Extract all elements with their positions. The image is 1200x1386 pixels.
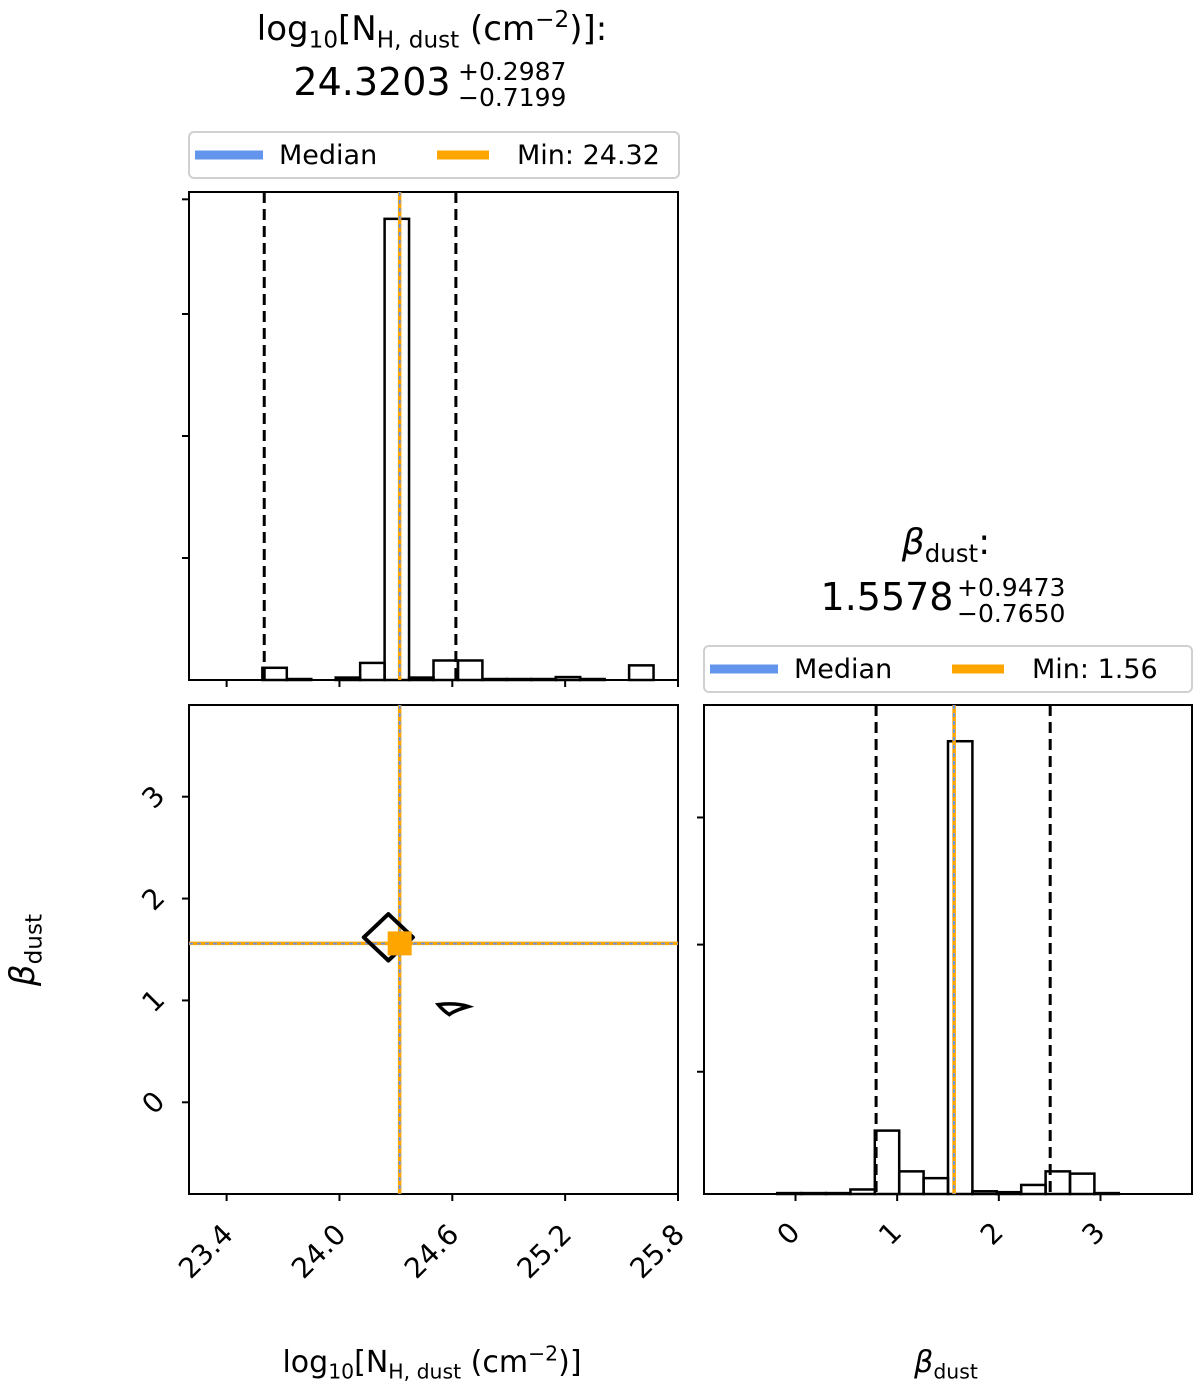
title-nh-sub2: H, dust xyxy=(377,27,460,53)
title-nh-value: 24.3203 xyxy=(293,60,450,104)
hist-beta-bar xyxy=(946,739,974,1196)
hist-beta-xtick-label: 3 xyxy=(1076,1216,1112,1252)
xlabel-nh-end: )] xyxy=(558,1345,581,1380)
legend-nh-min-label: Min: 24.32 xyxy=(517,140,660,171)
title-beta-err-plus: +0.9473 xyxy=(957,573,1065,602)
joint-min-marker xyxy=(387,931,412,956)
title-nh-sub1: 10 xyxy=(309,27,338,53)
title-beta-err-minus: −0.7650 xyxy=(957,599,1065,628)
joint-ytick-label: 1 xyxy=(135,983,171,1019)
legend-nh-median-label: Median xyxy=(279,140,377,171)
title-nh-mid: [N xyxy=(338,9,377,49)
title-nh-sup: −2 xyxy=(535,7,569,33)
title-nh-mid2: (cm xyxy=(459,9,535,49)
xlabel-beta: βdust xyxy=(913,1345,978,1384)
joint-xtick-label: 23.4 xyxy=(172,1218,239,1285)
ylabel-beta: βdust xyxy=(3,914,47,987)
title-nh-end: )] xyxy=(569,9,596,49)
title-nh-err-plus: +0.2987 xyxy=(458,57,566,86)
xlabel-beta-base: β xyxy=(913,1345,933,1380)
joint-ytick-label: 2 xyxy=(135,881,171,917)
joint-ytick-label: 0 xyxy=(135,1085,171,1121)
hist-beta-xtick-label: 0 xyxy=(771,1216,807,1252)
hist-beta-bar xyxy=(1093,1191,1121,1196)
xlabel-nh-mid2: (cm xyxy=(461,1345,528,1380)
xlabel-nh-sup: −2 xyxy=(528,1342,558,1366)
hist-beta-bar xyxy=(1068,1172,1096,1196)
hist-nh-bar xyxy=(554,675,582,682)
hist-beta-bar xyxy=(849,1188,877,1196)
hist-nh-bar xyxy=(456,659,484,682)
hist-beta-bar xyxy=(897,1170,925,1196)
hist-nh-bar xyxy=(383,217,411,682)
hist-nh-bar xyxy=(407,676,435,682)
title-beta-sub: dust xyxy=(925,539,979,568)
hist-nh-bar xyxy=(285,677,313,682)
joint-xtick-label: 25.2 xyxy=(511,1218,578,1285)
title-nh-base: log xyxy=(257,9,309,49)
hist-nh-bar xyxy=(627,664,655,682)
title-nh-err-minus: −0.7199 xyxy=(458,83,566,112)
legend-nh-box xyxy=(188,131,680,179)
hist-nh-bar xyxy=(481,677,509,682)
histogram-beta-panel xyxy=(697,704,1193,1201)
hist-beta-bar xyxy=(775,1191,803,1196)
legend-beta-min-label: Min: 1.56 xyxy=(1032,654,1158,685)
ylabel-beta-sub: dust xyxy=(21,914,47,964)
hist-beta-bar xyxy=(971,1190,999,1196)
title-beta: βdust: xyxy=(901,522,991,568)
joint-xtick-label: 25.8 xyxy=(624,1218,691,1285)
histogram-nh-panel xyxy=(182,191,679,687)
title-beta-base: β xyxy=(901,522,925,563)
hist-beta-bar xyxy=(873,1129,901,1196)
joint-xtick-label: 24.6 xyxy=(398,1218,465,1285)
title-beta-suffix: : xyxy=(978,522,990,563)
ylabel-beta-base: β xyxy=(3,964,43,987)
joint-frame xyxy=(188,704,679,1195)
hist-nh-bar xyxy=(432,659,460,682)
hist-nh-bar xyxy=(530,677,557,682)
hist-nh-bar xyxy=(505,677,533,682)
hist-beta-bar xyxy=(824,1191,852,1196)
joint-xtick-label: 24.0 xyxy=(285,1218,352,1285)
title-nh-suffix: : xyxy=(596,9,607,49)
legend-beta-median-label: Median xyxy=(794,654,892,685)
title-beta-value: 1.5578 xyxy=(821,575,954,619)
xlabel-nh-sub1: 10 xyxy=(328,1360,354,1384)
hist-beta-xtick-label: 1 xyxy=(872,1216,908,1252)
hist-beta-bar xyxy=(1019,1183,1047,1196)
hist-nh-bar xyxy=(261,666,289,682)
hist-beta-bar xyxy=(922,1176,950,1196)
xlabel-beta-sub: dust xyxy=(933,1360,978,1384)
joint-contour-secondary xyxy=(434,1002,475,1017)
xlabel-nh-base: log xyxy=(282,1345,328,1380)
hist-nh-bar xyxy=(358,661,386,682)
hist-nh-frame xyxy=(188,191,679,681)
hist-nh-bar xyxy=(578,677,606,682)
title-nh: log10[NH, dust (cm−2)]: xyxy=(257,7,607,53)
xlabel-nh-mid: [N xyxy=(354,1345,388,1380)
hist-beta-bar xyxy=(800,1191,828,1196)
hist-beta-xtick-label: 2 xyxy=(974,1216,1010,1252)
xlabel-nh-sub2: H, dust xyxy=(388,1360,461,1384)
joint-panel xyxy=(182,704,679,1201)
hist-beta-bar xyxy=(995,1190,1023,1196)
joint-contour-main xyxy=(361,912,415,963)
xlabel-nh: log10[NH, dust (cm−2)] xyxy=(282,1342,581,1384)
hist-nh-bar xyxy=(334,676,362,682)
joint-ytick-label: 3 xyxy=(135,779,171,815)
legend-beta-box xyxy=(703,645,1193,693)
